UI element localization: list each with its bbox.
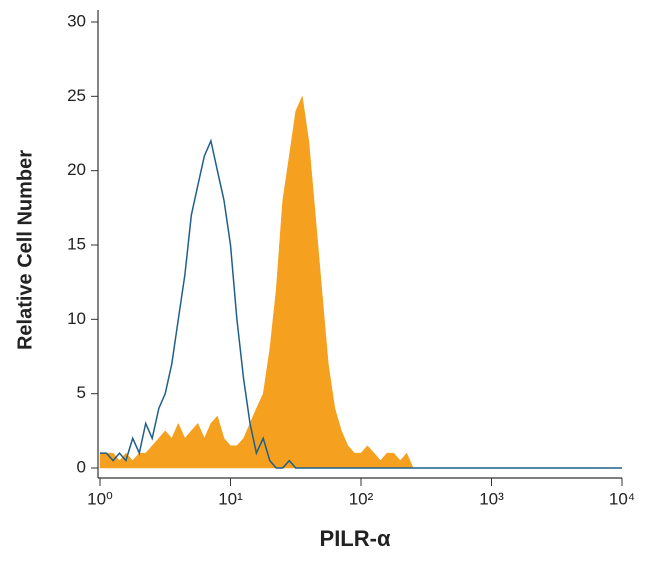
y-tick-label: 20 [67,160,86,179]
histogram-area [99,95,622,469]
y-tick-label: 15 [67,234,86,253]
x-tick-label: 10¹ [218,489,243,508]
y-tick-label: 25 [67,86,86,105]
x-tick-label: 10⁰ [87,489,113,508]
y-tick-label: 10 [67,309,86,328]
y-tick-label: 30 [67,11,86,30]
y-axis-label: Relative Cell Number [14,150,36,350]
histogram-line [100,138,622,469]
y-tick-label: 0 [77,457,86,476]
x-tick-label: 10³ [479,489,504,508]
y-tick-label: 5 [77,383,86,402]
x-tick-label: 10² [349,489,374,508]
x-axis-label: PILR-α [320,526,391,551]
x-tick-label: 10⁴ [609,489,635,508]
